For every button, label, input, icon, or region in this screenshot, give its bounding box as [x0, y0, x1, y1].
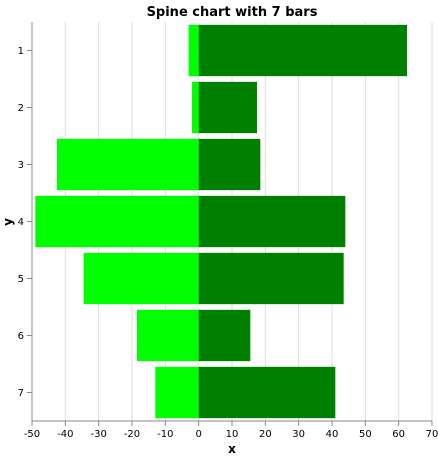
bar-negative-1 — [188, 24, 199, 77]
bar-negative-2 — [192, 81, 199, 134]
y-tick-label: 7 — [18, 388, 24, 399]
bar-positive-6 — [198, 309, 251, 362]
y-axis-title: y — [1, 218, 15, 226]
x-tick-label: -40 — [57, 429, 73, 440]
bar-positive-2 — [198, 81, 257, 134]
x-tick-label: 40 — [326, 429, 339, 440]
x-tick-label: -20 — [124, 429, 140, 440]
y-tick-label: 4 — [18, 217, 24, 228]
y-tick-label: 5 — [18, 274, 24, 285]
axes-layer: -50 -40 -30 -20 -10 0 10 20 30 40 50 60 70 1 2 3 4 5 6 7 — [18, 22, 438, 440]
chart-title: Spine chart with 7 bars — [147, 5, 318, 20]
x-tick-label: -50 — [24, 429, 40, 440]
y-tick-label: 6 — [18, 331, 24, 342]
x-tick-label: -30 — [90, 429, 106, 440]
y-tick-label: 2 — [18, 103, 24, 114]
x-tick-label: 0 — [195, 429, 201, 440]
x-axis-title: x — [228, 442, 236, 456]
x-tick-label: 20 — [259, 429, 272, 440]
bar-negative-5 — [83, 252, 199, 305]
bar-positive-5 — [198, 252, 344, 305]
x-tick-label: 60 — [392, 429, 405, 440]
x-tick-label: 70 — [426, 429, 438, 440]
y-tick-label: 1 — [18, 46, 24, 57]
x-tick-label: -10 — [157, 429, 173, 440]
bar-positive-3 — [198, 138, 261, 191]
bars-layer — [35, 24, 407, 419]
bar-negative-6 — [137, 309, 199, 362]
bar-positive-4 — [198, 195, 346, 248]
bar-positive-7 — [198, 366, 336, 419]
x-tick-label: 30 — [292, 429, 305, 440]
y-tick-label: 3 — [18, 160, 24, 171]
bar-negative-7 — [155, 366, 199, 419]
bar-negative-4 — [35, 195, 199, 248]
x-tick-label: 50 — [359, 429, 372, 440]
bar-negative-3 — [57, 138, 199, 191]
bar-positive-1 — [198, 24, 407, 77]
x-tick-label: 10 — [226, 429, 239, 440]
